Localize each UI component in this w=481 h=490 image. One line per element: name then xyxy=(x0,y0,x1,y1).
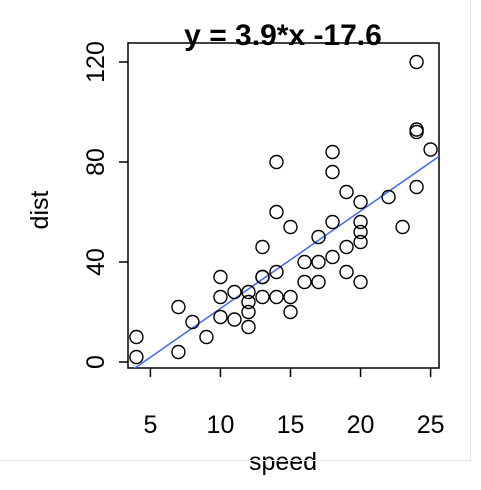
panel-border-right xyxy=(470,0,471,460)
data-point xyxy=(311,274,326,290)
data-point xyxy=(339,239,354,255)
data-point xyxy=(241,294,256,310)
y-tick-label: 40 xyxy=(82,248,110,276)
data-point xyxy=(255,289,270,305)
data-point xyxy=(171,344,186,360)
data-point xyxy=(241,319,256,335)
data-point xyxy=(269,289,284,305)
data-point xyxy=(297,254,312,270)
data-point xyxy=(213,309,228,325)
data-point xyxy=(353,234,368,250)
data-point xyxy=(325,144,340,160)
plot-content xyxy=(129,54,439,368)
data-point xyxy=(409,54,424,70)
data-point xyxy=(199,329,214,345)
data-point xyxy=(311,254,326,270)
data-point xyxy=(339,184,354,200)
data-point xyxy=(297,274,312,290)
y-axis-label: dist xyxy=(26,190,54,229)
data-point xyxy=(353,224,368,240)
data-point xyxy=(409,122,424,137)
y-tick-label: 0 xyxy=(82,355,110,369)
plot-area-box xyxy=(127,42,440,369)
data-point xyxy=(269,154,284,170)
data-point xyxy=(395,219,410,235)
data-point xyxy=(171,299,186,315)
x-tick-label: 10 xyxy=(207,411,235,439)
data-point xyxy=(423,142,438,157)
data-point xyxy=(269,204,284,220)
data-point xyxy=(269,264,284,280)
data-point xyxy=(381,189,396,205)
data-point xyxy=(325,164,340,180)
data-point xyxy=(129,329,144,345)
data-point xyxy=(241,304,256,320)
x-axis-label: speed xyxy=(249,448,317,476)
x-tick-label: 20 xyxy=(347,411,375,439)
data-point xyxy=(227,312,242,327)
chart-title: y = 3.9*x -17.6 xyxy=(184,19,382,52)
data-point xyxy=(255,269,270,285)
data-point xyxy=(129,349,144,365)
regression-line xyxy=(133,155,439,368)
data-point xyxy=(353,274,368,290)
data-point xyxy=(353,214,368,230)
x-tick-label: 25 xyxy=(417,411,445,439)
y-tick-label: 120 xyxy=(82,41,110,83)
data-point xyxy=(325,249,340,265)
data-point xyxy=(283,289,298,305)
data-point xyxy=(353,194,368,210)
data-point xyxy=(311,229,326,245)
data-point xyxy=(185,314,200,330)
data-point xyxy=(227,284,242,300)
data-point xyxy=(213,289,228,305)
data-point xyxy=(325,214,340,230)
data-point xyxy=(241,284,256,300)
x-tick-label: 5 xyxy=(143,411,157,439)
data-points xyxy=(129,54,438,365)
x-tick-label: 15 xyxy=(277,411,305,439)
panel-border-bottom xyxy=(0,460,471,461)
x-axis: 5 10 15 20 25 xyxy=(143,368,445,439)
data-point xyxy=(283,219,298,235)
data-point xyxy=(409,179,424,195)
data-point xyxy=(283,304,298,320)
y-tick-label: 80 xyxy=(82,148,110,176)
data-point xyxy=(255,239,270,255)
data-point xyxy=(339,264,354,280)
data-point xyxy=(213,269,228,285)
y-axis: 0 40 80 120 xyxy=(82,41,128,369)
